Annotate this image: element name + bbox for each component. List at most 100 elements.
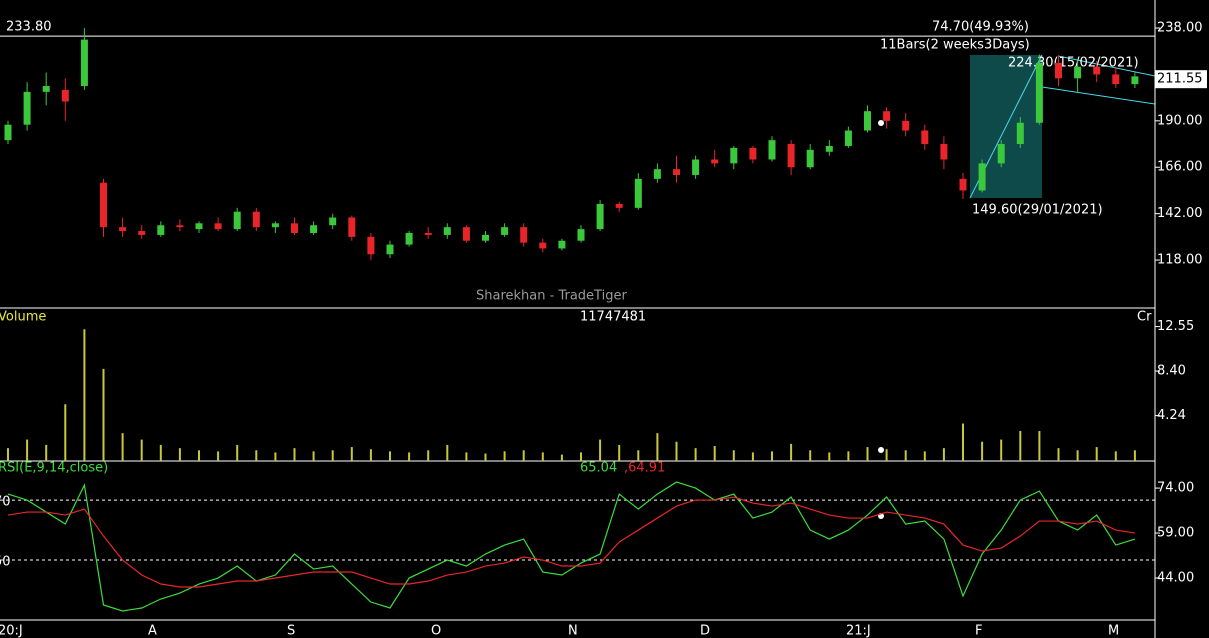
volume-bar bbox=[121, 433, 124, 461]
volume-bar bbox=[389, 451, 391, 461]
candle-body bbox=[157, 225, 165, 235]
volume-readout: 11747481 bbox=[580, 310, 646, 325]
volume-bar bbox=[446, 444, 449, 461]
volume-bar bbox=[159, 444, 162, 461]
candle-body bbox=[501, 227, 509, 235]
candle-body bbox=[978, 163, 986, 191]
x-tick-label: S bbox=[287, 624, 295, 638]
candle-body bbox=[921, 130, 929, 145]
candle-body bbox=[271, 223, 279, 228]
volume-bar bbox=[465, 452, 468, 461]
marker-dot bbox=[878, 120, 884, 126]
y-tick-label: 118.00 bbox=[1157, 253, 1203, 268]
candle-body bbox=[902, 120, 910, 131]
volume-bar bbox=[694, 448, 697, 461]
y-tick-label: 44.00 bbox=[1157, 571, 1194, 586]
volume-bar bbox=[866, 447, 869, 461]
candle-body bbox=[310, 225, 318, 233]
volume-bar bbox=[236, 444, 239, 461]
candle-body bbox=[252, 211, 260, 228]
marker-dot bbox=[878, 447, 884, 453]
volume-bar bbox=[713, 446, 716, 461]
candle-body bbox=[825, 145, 833, 152]
candle-body bbox=[80, 39, 88, 87]
volume-bar bbox=[102, 368, 105, 461]
volume-bar bbox=[962, 423, 964, 461]
y-tick-label: 142.00 bbox=[1157, 206, 1203, 221]
candle-body bbox=[634, 178, 642, 208]
candle-body bbox=[520, 227, 528, 243]
candle-body bbox=[539, 242, 547, 249]
x-tick-label: 20:J bbox=[0, 624, 23, 638]
volume-bar bbox=[369, 449, 372, 461]
volume-bar bbox=[1076, 450, 1079, 461]
y-tick-label: 166.00 bbox=[1157, 160, 1203, 175]
candle-body bbox=[1055, 62, 1062, 79]
volume-bar bbox=[790, 443, 793, 461]
volume-bar bbox=[809, 450, 812, 461]
annotation: 149.60(29/01/2021) bbox=[972, 203, 1103, 218]
volume-bar bbox=[503, 451, 506, 461]
rsi-readout: 65.04 bbox=[580, 461, 617, 476]
volume-bar bbox=[293, 448, 296, 461]
volume-bar bbox=[1095, 447, 1098, 461]
candle-body bbox=[176, 225, 184, 228]
volume-bar bbox=[522, 450, 525, 461]
candle-body bbox=[367, 236, 375, 255]
candle-body bbox=[329, 217, 337, 226]
level-label: 70 bbox=[0, 495, 11, 510]
panel-title: Volume bbox=[0, 310, 46, 325]
volume-bar bbox=[178, 448, 181, 461]
volume-bar bbox=[350, 447, 353, 461]
candle-body bbox=[462, 227, 470, 241]
unit-label: Cr bbox=[1137, 310, 1152, 325]
candle-body bbox=[596, 203, 604, 230]
volume-bar bbox=[981, 441, 984, 461]
volume-bar bbox=[64, 404, 67, 461]
x-tick-label: D bbox=[700, 624, 710, 638]
volume-bar bbox=[580, 452, 582, 461]
candle-body bbox=[291, 223, 298, 233]
candle-body bbox=[214, 223, 222, 230]
candle-body bbox=[653, 169, 661, 179]
volume-bar bbox=[1038, 431, 1041, 461]
x-tick-label: N bbox=[568, 624, 578, 638]
volume-bar bbox=[904, 450, 907, 461]
y-tick-label: 59.00 bbox=[1157, 526, 1194, 541]
annotation: 224.30(15/02/2021) bbox=[1008, 56, 1139, 71]
candle-body bbox=[844, 130, 852, 146]
volume-bar bbox=[560, 454, 563, 461]
candle-body bbox=[138, 231, 146, 235]
candle-body bbox=[711, 159, 719, 164]
volume-bar bbox=[7, 448, 9, 461]
y-tick-label: 238.00 bbox=[1157, 21, 1203, 36]
x-tick-label: 21:J bbox=[846, 624, 871, 638]
candle-body bbox=[768, 140, 776, 160]
candle-body bbox=[424, 232, 432, 235]
candle-body bbox=[577, 229, 585, 241]
candle-body bbox=[119, 227, 127, 232]
candle-body bbox=[615, 203, 623, 208]
volume-bar bbox=[942, 448, 945, 461]
panel-title: RSI(E,9,14,close) bbox=[0, 461, 108, 476]
candle-body bbox=[443, 227, 451, 235]
channel-upper bbox=[1057, 55, 1156, 77]
candle-body bbox=[730, 147, 738, 164]
candle-body bbox=[42, 86, 50, 92]
volume-bar bbox=[1019, 431, 1022, 461]
rsi-line bbox=[7, 481, 1136, 612]
y-tick-label: 74.00 bbox=[1157, 481, 1194, 496]
volume-bar bbox=[408, 452, 411, 461]
volume-bar bbox=[637, 450, 640, 461]
volume-bar bbox=[923, 451, 926, 461]
volume-bar bbox=[140, 439, 143, 461]
annotation: 74.70(49.93%) bbox=[932, 20, 1029, 35]
volume-bar bbox=[732, 450, 735, 461]
candle-body bbox=[1016, 122, 1024, 145]
candle-body bbox=[806, 149, 814, 168]
volume-bar bbox=[1114, 451, 1117, 461]
volume-bar bbox=[1133, 450, 1136, 461]
candle-body bbox=[61, 89, 69, 102]
watermark: Sharekhan - TradeTiger bbox=[476, 289, 627, 304]
last-price-label: 211.55 bbox=[1157, 72, 1203, 87]
